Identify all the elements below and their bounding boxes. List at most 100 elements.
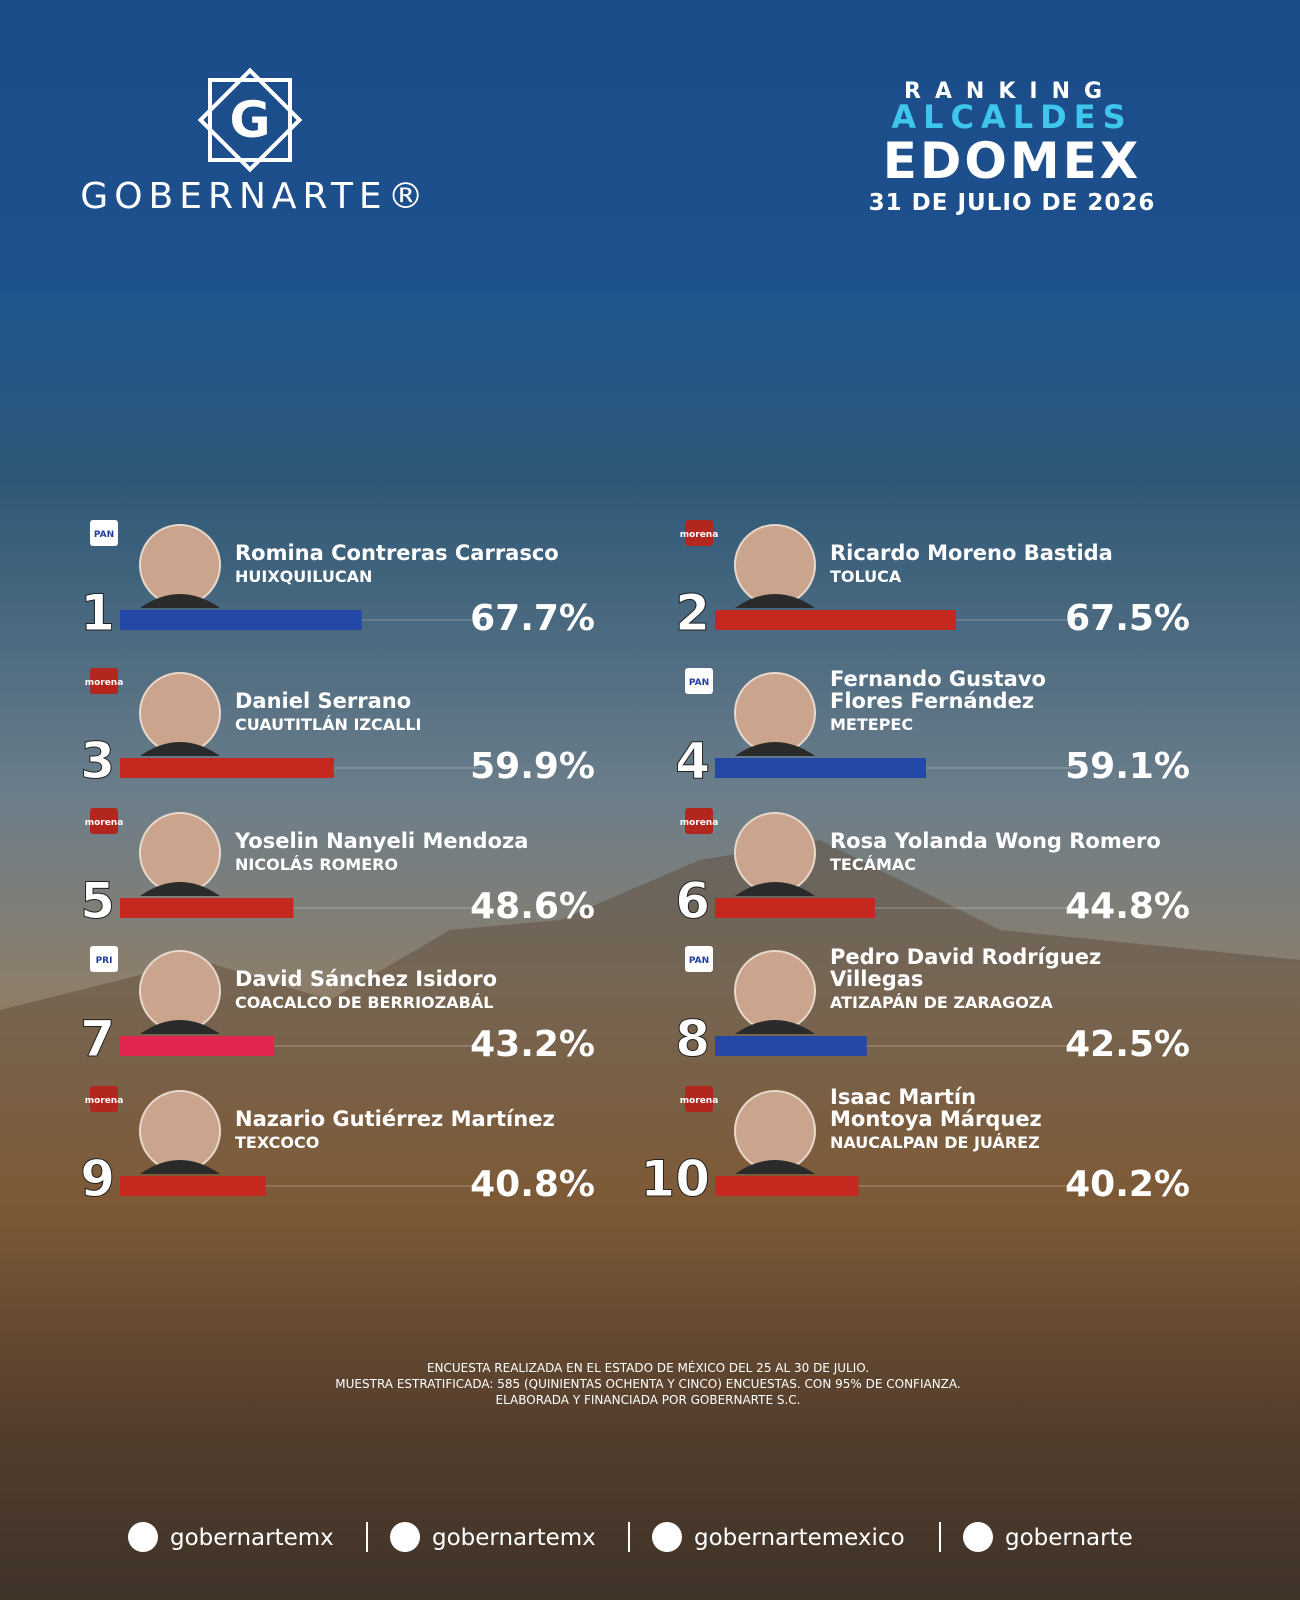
photo (139, 672, 221, 754)
party-logo (685, 808, 713, 834)
photo-body (735, 742, 815, 756)
rank: 1 (80, 584, 115, 642)
social-handle: gobernartemx (432, 1525, 596, 1551)
party-name: morena (680, 1096, 719, 1106)
party-name: morena (85, 1096, 124, 1106)
date: 31 DE JULIO DE 2026 (869, 190, 1156, 216)
candidate-name: Flores Fernández (830, 689, 1034, 713)
party-logo (90, 808, 118, 834)
header-band (0, 0, 1300, 292)
party-name: morena (85, 678, 124, 688)
municipality: ATIZAPÁN DE ZARAGOZA (830, 993, 1053, 1012)
candidate-name: Nazario Gutiérrez Martínez (235, 1107, 555, 1131)
candidate-card: morena 3 Daniel Serrano CUAUTITLÁN IZCALLI 5… (80, 668, 595, 791)
party-name: PAN (689, 678, 709, 688)
bar (120, 758, 334, 778)
footnote-line: ELABORADA Y FINANCIADA POR GOBERNARTE S.… (496, 1393, 801, 1407)
candidate-name: Yoselin Nanyeli Mendoza (234, 829, 528, 853)
candidate-name: Romina Contreras Carrasco (235, 541, 559, 565)
photo (734, 672, 816, 754)
percentage: 59.9% (470, 746, 595, 787)
party-logo (685, 520, 713, 546)
social-icon (652, 1522, 682, 1552)
party-logo (685, 1086, 713, 1112)
footnote-line: MUESTRA ESTRATIFICADA: 585 (QUINIENTAS O… (335, 1377, 960, 1391)
municipality: TECÁMAC (830, 855, 916, 874)
party-name: PRI (96, 956, 113, 966)
percentage: 40.8% (470, 1164, 595, 1205)
rank: 8 (675, 1010, 710, 1068)
photo (139, 524, 221, 606)
candidate-name: Isaac Martín (830, 1085, 976, 1109)
municipality: CUAUTITLÁN IZCALLI (235, 715, 421, 734)
bar (120, 1036, 275, 1056)
footnote-line: ENCUESTA REALIZADA EN EL ESTADO DE MÉXIC… (427, 1360, 869, 1375)
rank: 4 (675, 732, 710, 790)
municipality: HUIXQUILUCAN (235, 567, 372, 586)
photo-body (140, 1020, 220, 1034)
candidate-name: Villegas (830, 967, 923, 991)
photo (139, 1090, 221, 1172)
candidate-card: morena 5 Yoselin Nanyeli Mendoza NICOLÁS RO… (80, 808, 595, 931)
bar (715, 898, 875, 918)
municipality: TEXCOCO (235, 1133, 319, 1152)
municipality: COACALCO DE BERRIOZABÁL (235, 993, 493, 1012)
candidate-card: PRI 7 David Sánchez Isidoro COACALCO DE BER… (80, 946, 595, 1069)
bar (120, 610, 362, 630)
percentage: 48.6% (470, 886, 595, 927)
photo-body (735, 1020, 815, 1034)
social-handle: gobernartemexico (694, 1525, 905, 1551)
party-name: morena (680, 818, 719, 828)
percentage: 67.7% (470, 598, 595, 639)
social-handle: gobernarte (1005, 1525, 1133, 1551)
title1: ALCALDES (891, 98, 1132, 136)
rank: 5 (80, 872, 115, 930)
photo-body (735, 1160, 815, 1174)
photo (139, 812, 221, 894)
municipality: METEPEC (830, 715, 913, 734)
photo-body (140, 882, 220, 896)
percentage: 44.8% (1065, 886, 1190, 927)
rank: 3 (80, 732, 115, 790)
municipality: NICOLÁS ROMERO (235, 855, 398, 874)
bar (715, 1036, 867, 1056)
photo (139, 950, 221, 1032)
party-logo (90, 668, 118, 694)
percentage: 67.5% (1065, 598, 1190, 639)
percentage: 42.5% (1065, 1024, 1190, 1065)
brand: GOBERNARTE® (80, 176, 429, 217)
party-name: morena (85, 818, 124, 828)
percentage: 59.1% (1065, 746, 1190, 787)
photo (734, 524, 816, 606)
svg-text:G: G (229, 91, 270, 149)
percentage: 43.2% (470, 1024, 595, 1065)
photo-body (735, 594, 815, 608)
photo (734, 1090, 816, 1172)
bar (715, 758, 926, 778)
photo-body (140, 1160, 220, 1174)
ranking: RANKING (904, 79, 1116, 104)
party-logo (90, 520, 118, 546)
social-icon (390, 1522, 420, 1552)
rank: 6 (675, 872, 710, 930)
candidate-name: David Sánchez Isidoro (235, 967, 497, 991)
percentage: 40.2% (1065, 1164, 1190, 1205)
bar (120, 898, 294, 918)
title2: EDOMEX (883, 132, 1142, 190)
rank: 10 (640, 1150, 710, 1208)
candidate-name: Daniel Serrano (235, 689, 411, 713)
candidate-name: Fernando Gustavo (830, 667, 1046, 691)
rank: 9 (80, 1150, 115, 1208)
party-logo (90, 946, 118, 972)
party-name: morena (680, 530, 719, 540)
municipality: TOLUCA (830, 567, 902, 586)
party-name: PAN (94, 530, 114, 540)
bar (715, 1176, 859, 1196)
bar (715, 610, 956, 630)
candidate-card: PAN 1 Romina Contreras Carrasco HUIXQUILUCA… (80, 520, 595, 643)
social-icon (963, 1522, 993, 1552)
photo (734, 950, 816, 1032)
bar (120, 1176, 266, 1196)
